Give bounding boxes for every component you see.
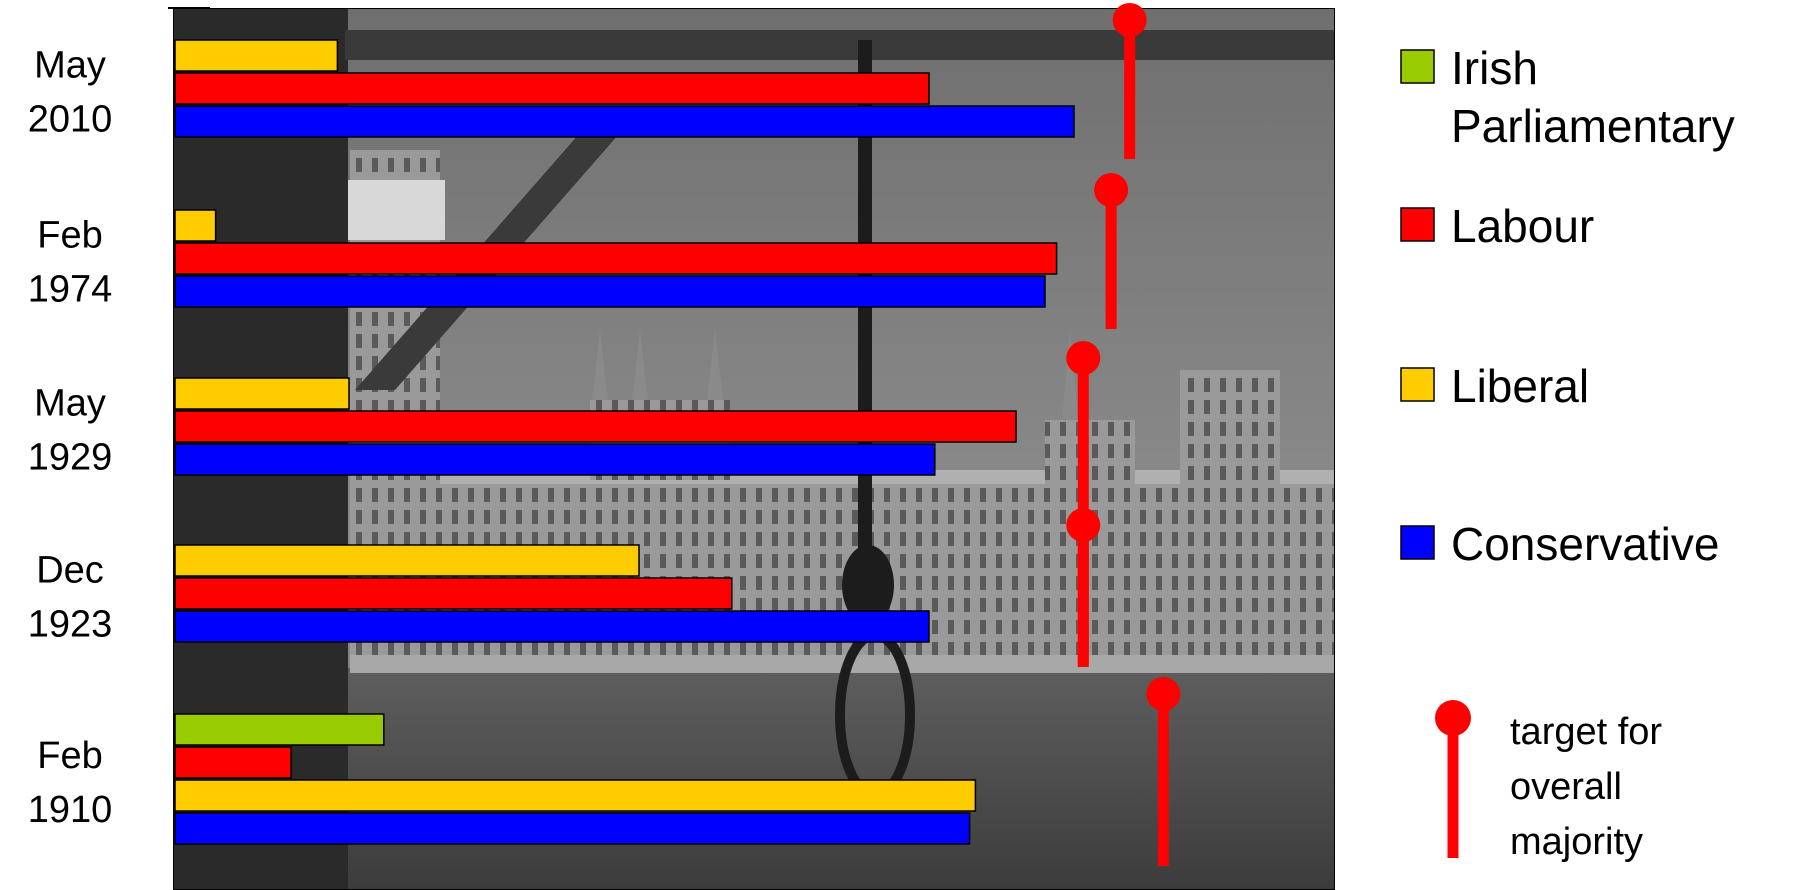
majority-target-1923 bbox=[1066, 508, 1101, 664]
majority-target-1974 bbox=[1094, 173, 1129, 329]
legend-swatch bbox=[1400, 49, 1435, 84]
bar-labour-1974 bbox=[174, 242, 1058, 275]
bar-labour-1929 bbox=[174, 410, 1017, 443]
bar-conservative-1929 bbox=[174, 443, 936, 476]
category-label-month: Feb bbox=[37, 215, 102, 257]
category-label-year: 1974 bbox=[28, 269, 113, 311]
bar-conservative-2010 bbox=[174, 105, 1075, 138]
bar-labour-1910 bbox=[174, 746, 292, 779]
category-label-month: Dec bbox=[36, 550, 104, 592]
legend-label: Liberal bbox=[1451, 360, 1589, 412]
bar-conservative-1974 bbox=[174, 275, 1046, 308]
bar-liberal-1929 bbox=[174, 377, 350, 410]
bar-conservative-1923 bbox=[174, 610, 930, 643]
category-label-year: 1929 bbox=[28, 437, 113, 479]
legend: Irish Parliamentary Labour Liberal Conservat… bbox=[1400, 42, 1735, 863]
bar-liberal-1910 bbox=[174, 779, 977, 812]
bar-liberal-1923 bbox=[174, 544, 640, 577]
legend-label: Parliamentary bbox=[1451, 100, 1735, 152]
legend-target-label: target for bbox=[1510, 711, 1662, 753]
bar-labour-2010 bbox=[174, 72, 930, 105]
targets-layer bbox=[1066, 3, 1181, 866]
category-label-year: 1923 bbox=[28, 604, 113, 646]
bars-layer bbox=[174, 39, 1075, 845]
legend-label: Conservative bbox=[1451, 518, 1719, 570]
legend-item-irish-parliamentary: Irish Parliamentary bbox=[1400, 42, 1735, 152]
majority-target-1910 bbox=[1146, 677, 1181, 866]
pin-icon bbox=[1435, 700, 1471, 858]
bar-irish-parliamentary-1910 bbox=[174, 713, 385, 746]
legend-item-target: target for overall majority bbox=[1435, 700, 1662, 863]
legend-target-label: overall bbox=[1510, 766, 1622, 808]
legend-label: Labour bbox=[1451, 200, 1594, 252]
legend-swatch bbox=[1400, 525, 1435, 560]
bar-labour-1923 bbox=[174, 577, 733, 610]
legend-target-label: majority bbox=[1510, 821, 1643, 863]
category-label-month: May bbox=[34, 383, 106, 425]
legend-swatch bbox=[1400, 367, 1435, 402]
category-label-year: 1910 bbox=[28, 789, 113, 831]
legend-item-conservative: Conservative bbox=[1400, 518, 1719, 570]
legend-item-labour: Labour bbox=[1400, 200, 1594, 252]
category-label-month: Feb bbox=[37, 735, 102, 777]
category-label-month: May bbox=[34, 45, 106, 87]
majority-target-2010 bbox=[1112, 3, 1147, 159]
legend-item-liberal: Liberal bbox=[1400, 360, 1589, 412]
legend-swatch bbox=[1400, 207, 1435, 242]
bar-conservative-1910 bbox=[174, 812, 971, 845]
legend-label: Irish bbox=[1451, 42, 1538, 94]
bar-liberal-1974 bbox=[174, 209, 217, 242]
bar-liberal-2010 bbox=[174, 39, 339, 72]
category-labels: May 2010 Feb 1974 May 1929 Dec 1923 Feb 1910 bbox=[28, 45, 113, 832]
category-label-year: 2010 bbox=[28, 99, 113, 141]
